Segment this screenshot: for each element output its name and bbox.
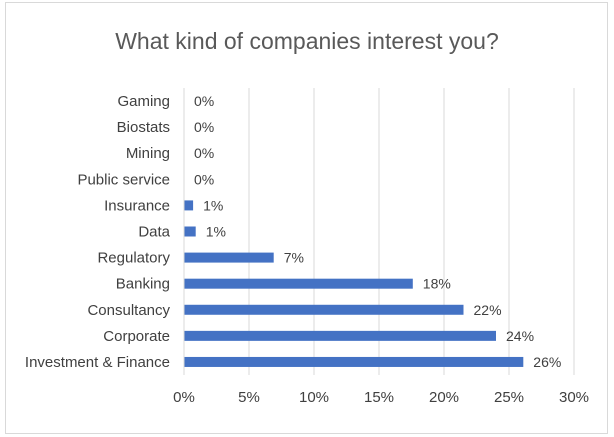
- category-label: Biostats: [117, 119, 170, 136]
- x-tick-label: 25%: [494, 389, 524, 406]
- x-tick-label: 30%: [559, 389, 589, 406]
- category-label: Public service: [77, 171, 170, 188]
- data-label: 0%: [194, 171, 214, 187]
- x-tick-label: 10%: [299, 389, 329, 406]
- data-label: 24%: [506, 328, 534, 344]
- data-label: 0%: [194, 93, 214, 109]
- data-label: 7%: [284, 250, 304, 266]
- data-label: 0%: [194, 119, 214, 135]
- chart-title: What kind of companies interest you?: [115, 28, 499, 54]
- bar: [184, 252, 274, 263]
- data-label: 1%: [203, 197, 223, 213]
- category-label: Banking: [116, 276, 170, 293]
- category-label: Mining: [126, 145, 170, 162]
- x-tick-label: 0%: [173, 389, 195, 406]
- bar: [184, 200, 194, 211]
- data-label: 22%: [474, 302, 502, 318]
- data-label: 18%: [423, 276, 451, 292]
- category-label: Consultancy: [87, 302, 170, 319]
- x-tick-label: 20%: [429, 389, 459, 406]
- category-label: Investment & Finance: [25, 354, 170, 371]
- category-label: Corporate: [103, 328, 170, 345]
- bar: [184, 304, 464, 315]
- bar: [184, 278, 413, 289]
- category-label: Gaming: [117, 93, 170, 110]
- category-label: Regulatory: [97, 250, 170, 267]
- data-label: 1%: [206, 224, 226, 240]
- category-label: Insurance: [104, 197, 170, 214]
- category-label: Data: [138, 224, 170, 241]
- x-tick-label: 15%: [364, 389, 394, 406]
- x-tick-label: 5%: [238, 389, 260, 406]
- data-label: 26%: [533, 354, 561, 370]
- bar: [184, 226, 196, 237]
- bar: [184, 356, 524, 367]
- data-label: 0%: [194, 145, 214, 161]
- bar: [184, 330, 496, 341]
